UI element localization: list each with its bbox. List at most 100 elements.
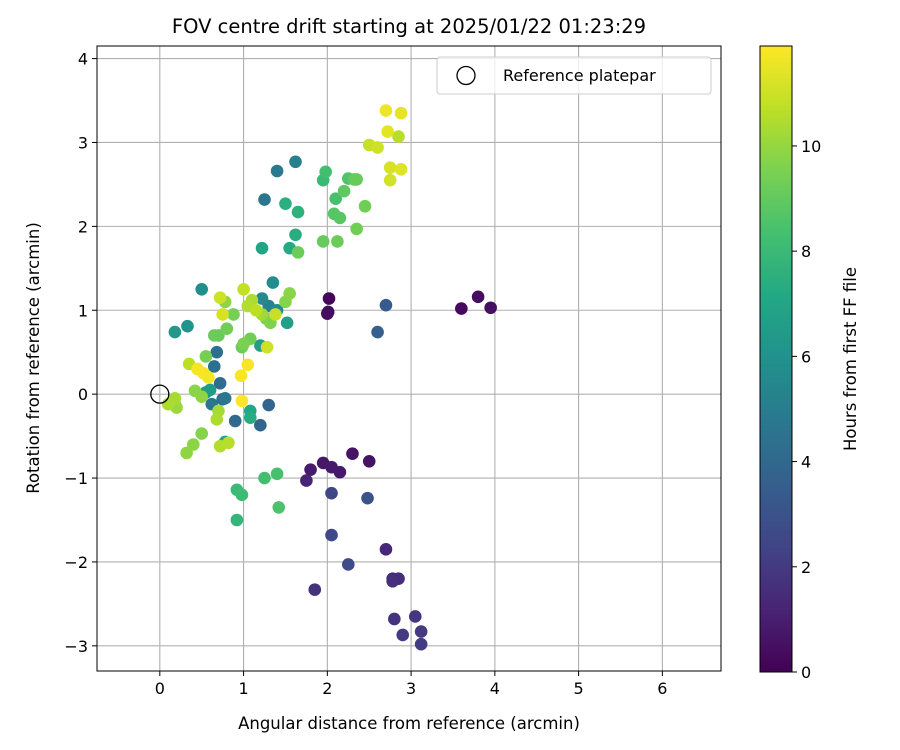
colorbar-tick-label: 0 xyxy=(801,663,811,682)
x-tick-label: 2 xyxy=(322,679,332,698)
y-tick-label: 3 xyxy=(78,133,88,152)
data-point xyxy=(180,446,193,460)
y-tick-label: 2 xyxy=(78,217,88,236)
data-point xyxy=(207,329,221,342)
data-point xyxy=(383,173,397,187)
data-point xyxy=(371,325,384,339)
data-point xyxy=(210,413,224,426)
data-point xyxy=(213,376,227,390)
legend-box xyxy=(436,56,712,95)
data-point xyxy=(260,340,274,354)
data-point xyxy=(195,427,208,440)
data-point xyxy=(280,316,294,330)
data-point xyxy=(203,383,217,397)
data-point xyxy=(272,501,286,514)
data-point xyxy=(210,345,224,359)
data-point xyxy=(414,637,428,651)
data-point xyxy=(207,360,221,373)
y-axis-label: Rotation from reference (arcmin) xyxy=(24,222,43,494)
y-axis: −3 −2 −1 0 1 2 3 4 xyxy=(64,50,97,656)
data-point xyxy=(237,337,250,351)
data-point xyxy=(258,471,271,485)
data-point xyxy=(228,414,242,428)
data-point xyxy=(414,625,428,638)
data-point xyxy=(266,276,280,289)
data-point xyxy=(243,411,257,424)
data-point xyxy=(392,130,405,143)
data-point xyxy=(218,392,232,405)
data-point xyxy=(291,205,305,219)
y-tick-label: 1 xyxy=(78,301,88,320)
data-point xyxy=(362,454,376,468)
data-point xyxy=(289,228,302,242)
data-point xyxy=(381,125,394,138)
data-point xyxy=(255,292,269,305)
data-point xyxy=(249,303,263,317)
data-point xyxy=(181,319,194,333)
data-point xyxy=(455,302,468,315)
data-points xyxy=(161,104,497,651)
data-point xyxy=(230,513,244,527)
y-tick-label: −3 xyxy=(64,637,88,656)
data-point xyxy=(408,610,422,623)
data-point xyxy=(383,161,397,174)
plot-frame xyxy=(96,45,722,672)
data-point xyxy=(237,282,250,296)
data-point xyxy=(269,308,282,321)
data-point xyxy=(358,199,372,213)
colorbar-tick-label: 4 xyxy=(801,453,811,472)
data-point xyxy=(321,305,335,319)
data-point xyxy=(396,628,410,642)
data-point xyxy=(300,474,313,487)
data-point xyxy=(361,491,374,505)
y-tick-label: −1 xyxy=(64,469,88,488)
colorbar-label: Hours from first FF file xyxy=(841,267,860,451)
data-point xyxy=(394,163,408,176)
data-point xyxy=(371,141,384,154)
data-point xyxy=(279,197,292,211)
x-axis: 0 1 2 3 4 5 6 xyxy=(155,671,667,698)
data-point xyxy=(168,325,182,339)
x-tick-label: 6 xyxy=(657,679,667,698)
data-point xyxy=(331,235,344,248)
data-point xyxy=(222,436,235,450)
grid-lines xyxy=(97,46,721,671)
y-tick-label: −2 xyxy=(64,553,88,572)
data-point xyxy=(346,447,359,461)
data-point xyxy=(270,467,284,481)
data-point xyxy=(195,390,208,403)
colorbar: 0 2 4 6 8 10 Hours from first FF file xyxy=(759,45,860,682)
data-point xyxy=(333,211,347,225)
data-point xyxy=(283,287,296,300)
data-point xyxy=(350,173,363,186)
x-tick-label: 3 xyxy=(406,679,416,698)
data-point xyxy=(350,222,363,236)
data-point xyxy=(484,301,497,315)
data-point xyxy=(333,465,347,479)
legend: Reference platepar xyxy=(436,56,712,95)
data-point xyxy=(195,282,208,296)
data-point xyxy=(319,165,332,179)
data-point xyxy=(379,298,393,312)
x-tick-label: 1 xyxy=(238,679,248,698)
data-point xyxy=(388,612,401,626)
data-point xyxy=(235,488,249,502)
data-point xyxy=(262,398,276,412)
x-tick-label: 4 xyxy=(490,679,500,698)
data-point xyxy=(254,418,267,432)
legend-entry-reference-platepar: Reference platepar xyxy=(503,66,656,85)
data-point xyxy=(220,322,234,336)
data-point xyxy=(379,543,393,556)
colorbar-tick-label: 6 xyxy=(801,347,811,366)
data-point xyxy=(471,290,485,304)
data-point xyxy=(329,192,343,205)
data-point xyxy=(234,369,248,382)
data-point xyxy=(216,308,229,321)
colorbar-tick-label: 10 xyxy=(801,137,821,156)
x-tick-label: 5 xyxy=(574,679,584,698)
data-point xyxy=(337,184,351,198)
data-point xyxy=(394,106,408,120)
data-point xyxy=(199,350,213,363)
data-point xyxy=(227,308,240,321)
chart-title: FOV centre drift starting at 2025/01/22 … xyxy=(172,15,646,38)
